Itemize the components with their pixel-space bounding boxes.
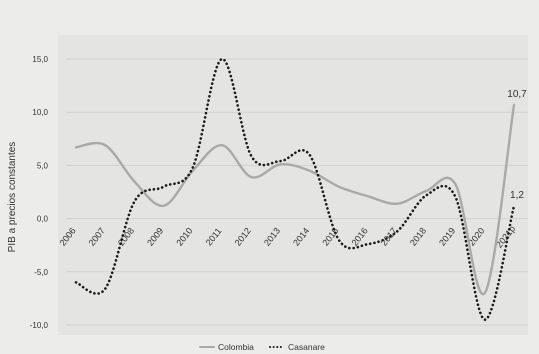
data-label: 1,2 <box>510 190 524 201</box>
y-tick-label: -5,0 <box>34 268 48 277</box>
y-tick-label: 5,0 <box>37 161 49 170</box>
y-axis-title: PIB a precios constantes <box>7 142 18 253</box>
legend-label: Colombia <box>218 342 254 352</box>
series-line-casanare <box>74 57 516 322</box>
plot-area <box>58 35 528 335</box>
series-line-colombia <box>74 103 516 296</box>
data-label: 10,7 <box>507 89 527 100</box>
y-tick-label: 15,0 <box>32 55 48 64</box>
legend-label: Casanare <box>288 342 325 352</box>
y-tick-label: 10,0 <box>32 108 48 117</box>
y-tick-label: 0,0 <box>37 215 49 224</box>
y-tick-label: -10,0 <box>30 321 49 330</box>
